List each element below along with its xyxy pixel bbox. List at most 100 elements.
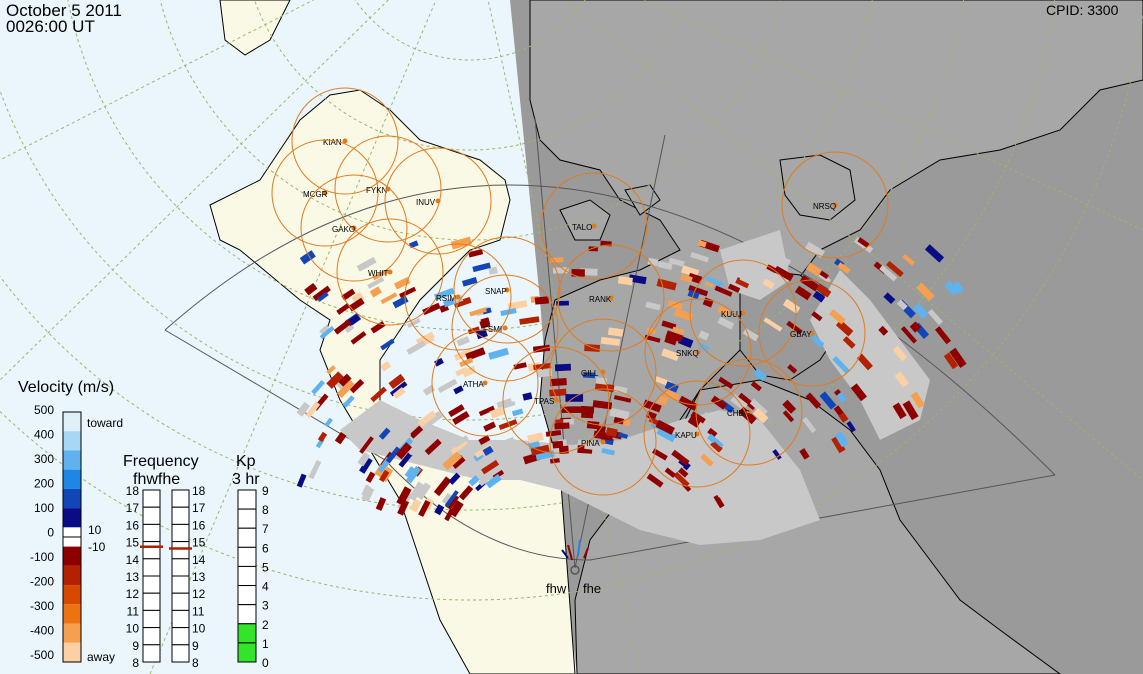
kp-tick: 2 [262,618,269,632]
radar-site [561,539,589,575]
velocity-cell [549,378,567,387]
velocity-cell [399,286,417,298]
velocity-cell [533,362,552,371]
velocity-cell [567,406,583,413]
frequency-tick-left: 11 [127,604,140,618]
velocity-cell [786,320,803,335]
velocity-cell [949,347,967,369]
station-label: KUUJ [721,310,742,319]
velocity-cell [489,406,506,419]
velocity-cell [601,447,616,456]
velocity-cell [583,372,596,379]
velocity-cell [912,303,929,320]
velocity-cell [502,400,516,409]
velocity-cell [664,467,677,478]
frequency-cell [171,506,190,525]
velocity-cell [418,499,431,517]
velocity-cell [900,326,917,344]
velocity-cell [530,444,550,456]
velocity-cell [805,262,822,277]
velocity-cell [595,401,613,410]
velocity-color-swatch [63,469,81,489]
velocity-cell [308,459,322,480]
station-label: NRSQ [813,202,836,211]
frequency-tick-right: 10 [192,622,206,636]
velocity-cell [511,408,524,417]
velocity-cell [461,276,478,287]
velocity-cell [842,336,856,349]
velocity-cell [407,444,418,456]
velocity-cell [609,407,630,420]
velocity-cell [849,323,861,335]
velocity-cell [406,340,426,355]
velocity-cell [663,389,680,402]
velocity-cell [617,276,633,286]
frequency-legend-radars: fhwfhe [133,471,180,488]
velocity-cell [580,405,595,414]
velocity-cell [378,427,391,440]
velocity-cell [478,405,495,417]
velocity-cell [704,279,714,288]
velocity-cell [482,445,494,456]
station-range-circle [451,274,559,382]
velocity-cell [737,392,757,411]
velocity-color-swatch [63,604,81,624]
velocity-toward-label: toward [87,416,123,430]
station-dot [746,409,752,415]
velocity-legend-title: Velocity (m/s) [18,379,114,396]
velocity-cell [794,285,812,301]
velocity-cell [326,365,336,375]
velocity-cell [581,411,594,419]
kp-tick: 3 [262,599,269,613]
velocity-cell [458,485,474,501]
station-label: FSMI [483,325,502,334]
frequency-cell [142,627,161,646]
header-time: 0026:00 UT [6,17,95,36]
velocity-cell [717,305,730,316]
station-range-circle [758,279,866,387]
velocity-cell [444,508,455,522]
station-dot [455,294,461,300]
velocity-cell [299,250,316,265]
velocity-cell [646,473,664,488]
velocity-cell [453,385,464,395]
velocity-cell [333,319,352,335]
velocity-cell [404,466,415,478]
velocity-cell [357,451,371,467]
velocity-cell [664,336,677,346]
velocity-cell [687,492,704,511]
station-label: GAKO [332,225,355,234]
velocity-cell [739,275,758,288]
station-range-circle [300,174,408,282]
velocity-cell [613,416,624,425]
velocity-cell [687,272,703,284]
frequency-tick-left: 13 [126,570,140,584]
velocity-cell [370,386,387,403]
station-range-circle [540,172,648,280]
velocity-cell [341,288,356,301]
velocity-cell [856,353,873,371]
velocity-cell [359,457,373,474]
velocity-cell [395,442,413,460]
velocity-cell [361,484,372,497]
velocity-cell [305,401,321,419]
station-dot [809,330,815,336]
velocity-cell [879,265,898,282]
velocity-cell [342,395,355,408]
velocity-cell [455,366,468,377]
station-label: INUV [416,198,436,207]
station-range-circle [334,135,442,243]
velocity-cell [892,345,908,362]
frequency-tick-left: 18 [126,484,140,498]
station-label: FYKN [366,186,388,195]
velocity-cell [369,286,382,298]
station-range-circle [336,218,444,326]
frequency-tick-right: 14 [192,553,206,567]
frequency-scale: 18 18 17 17 16 16 15 15 14 14 13 13 12 12 11 11 10 10 9 9 8 8 [126,484,206,670]
velocity-cell [799,448,810,460]
velocity-cell [894,371,910,388]
velocity-cell [927,308,943,326]
velocity-cell [571,269,585,277]
velocity-cell [707,427,718,438]
velocity-color-swatch [63,488,81,509]
